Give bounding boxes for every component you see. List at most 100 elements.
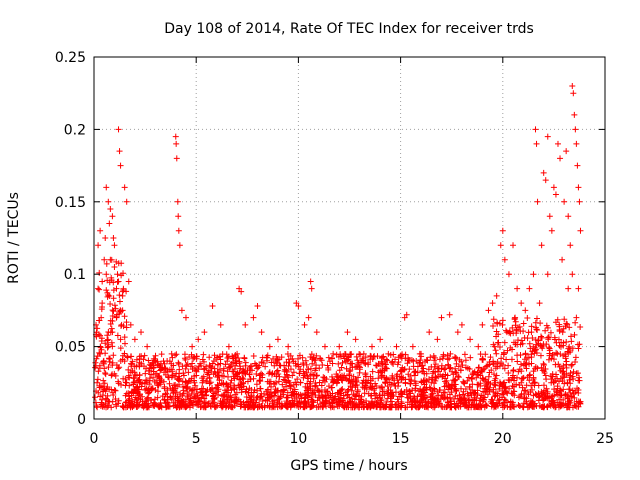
- band-point: [142, 370, 149, 377]
- band-point: [453, 369, 460, 376]
- band-point: [129, 367, 136, 374]
- band-point: [444, 352, 451, 359]
- data-point: [297, 379, 304, 386]
- data-point: [563, 148, 570, 155]
- band-point: [237, 365, 244, 372]
- band-point: [473, 374, 480, 381]
- band-point: [134, 390, 141, 397]
- band-point: [446, 355, 453, 362]
- band-point: [499, 321, 506, 328]
- band-point: [94, 376, 101, 383]
- band-point: [492, 382, 499, 389]
- band-point: [544, 388, 551, 395]
- band-point: [529, 335, 536, 342]
- band-point: [128, 392, 135, 399]
- band-point: [118, 381, 125, 388]
- band-point: [436, 356, 443, 363]
- band-point: [250, 352, 257, 359]
- band-point: [464, 377, 471, 384]
- data-point: [522, 307, 529, 314]
- band-point: [522, 351, 529, 358]
- band-point: [201, 402, 208, 409]
- band-point: [268, 383, 275, 390]
- band-point: [265, 394, 272, 401]
- band-point: [262, 397, 269, 404]
- band-point: [451, 400, 458, 407]
- band-point: [165, 374, 172, 381]
- band-point: [357, 364, 364, 371]
- band-point: [526, 371, 533, 378]
- band-point: [533, 326, 540, 333]
- band-point: [283, 359, 290, 366]
- band-point: [383, 374, 390, 381]
- band-point: [383, 403, 390, 410]
- band-point: [369, 383, 376, 390]
- band-point: [96, 269, 103, 276]
- band-point: [238, 401, 245, 408]
- band-point: [325, 354, 332, 361]
- data-point: [107, 206, 114, 213]
- band-point: [169, 354, 176, 361]
- band-point: [373, 362, 380, 369]
- data-point: [242, 321, 249, 328]
- band-point: [161, 383, 168, 390]
- data-point: [518, 379, 525, 386]
- band-point: [207, 379, 214, 386]
- band-point: [339, 397, 346, 404]
- band-point: [98, 337, 105, 344]
- band-point: [348, 351, 355, 358]
- band-point: [131, 375, 138, 382]
- data-point: [144, 343, 151, 350]
- band-point: [496, 363, 503, 370]
- band-point: [229, 404, 236, 411]
- band-point: [228, 377, 235, 384]
- data-point: [101, 256, 108, 263]
- band-point: [275, 378, 282, 385]
- band-point: [573, 370, 580, 377]
- band-point: [231, 399, 238, 406]
- band-point: [450, 371, 457, 378]
- data-point: [207, 387, 214, 394]
- band-point: [123, 324, 130, 331]
- band-point: [524, 314, 531, 321]
- band-point: [183, 379, 190, 386]
- band-point: [554, 383, 561, 390]
- band-point: [465, 374, 472, 381]
- x-tick-label: 0: [90, 431, 99, 447]
- band-point: [124, 354, 131, 361]
- band-point: [173, 389, 180, 396]
- band-point: [490, 404, 497, 411]
- data-point: [546, 213, 553, 220]
- data-point: [479, 321, 486, 328]
- band-point: [310, 399, 317, 406]
- data-point: [438, 314, 445, 321]
- band-point: [239, 375, 246, 382]
- band-point: [483, 363, 490, 370]
- data-point: [454, 329, 461, 336]
- band-point: [352, 376, 359, 383]
- band-point: [577, 324, 584, 331]
- data-point: [540, 169, 547, 176]
- band-point: [384, 357, 391, 364]
- data-point: [536, 300, 543, 307]
- band-point: [302, 357, 309, 364]
- band-point: [183, 362, 190, 369]
- band-point: [538, 388, 545, 395]
- band-point: [468, 375, 475, 382]
- data-point: [191, 387, 198, 394]
- band-point: [172, 402, 179, 409]
- band-point: [119, 403, 126, 410]
- band-point: [152, 352, 159, 359]
- band-point: [110, 295, 117, 302]
- band-point: [136, 386, 143, 393]
- band-point: [277, 389, 284, 396]
- band-point: [554, 375, 561, 382]
- band-point: [224, 396, 231, 403]
- band-point: [352, 402, 359, 409]
- band-point: [329, 403, 336, 410]
- band-point: [156, 373, 163, 380]
- band-point: [206, 354, 213, 361]
- axis-ticks: [93, 56, 606, 420]
- band-point: [282, 366, 289, 373]
- band-point: [544, 403, 551, 410]
